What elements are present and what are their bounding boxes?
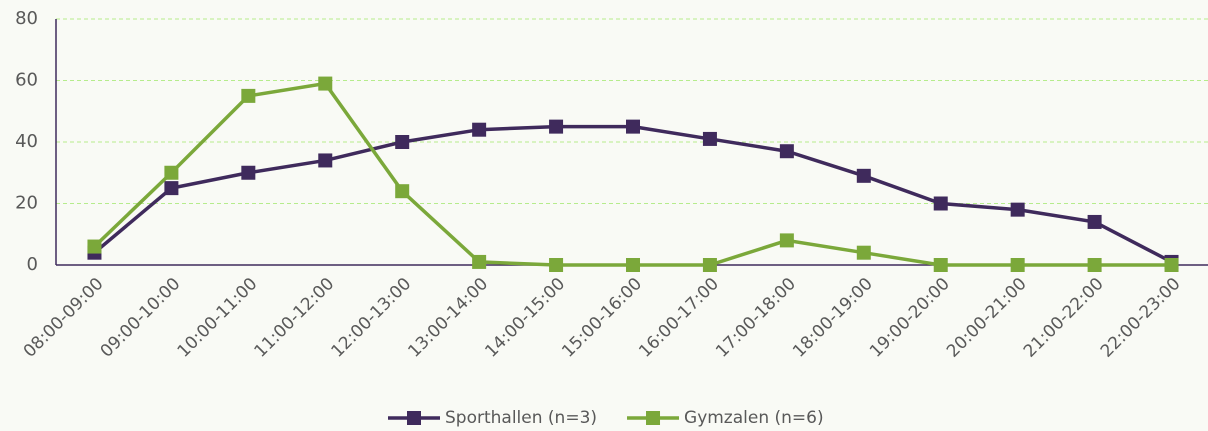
point-marker: [395, 184, 410, 199]
y-tick-label: 40: [15, 131, 38, 152]
point-marker: [87, 239, 102, 254]
point-marker: [241, 165, 256, 180]
x-tick-label: 16:00-17:00: [635, 274, 723, 362]
x-tick-label: 10:00-11:00: [174, 274, 262, 362]
point-marker: [626, 119, 640, 134]
point-marker: [779, 233, 794, 248]
x-tick-label: 09:00-10:00: [97, 274, 185, 362]
point-marker: [702, 131, 717, 146]
point-marker: [164, 181, 179, 196]
point-marker: [1010, 258, 1025, 272]
point-marker: [856, 168, 871, 183]
y-tick-label: 60: [15, 70, 38, 91]
point-marker: [472, 254, 487, 269]
point-marker: [549, 119, 564, 134]
point-marker: [933, 196, 948, 211]
point-marker: [933, 258, 948, 272]
point-marker: [1010, 202, 1025, 217]
x-tick-label: 14:00-15:00: [481, 274, 569, 362]
legend-label: Sporthallen (n=3): [445, 408, 597, 428]
point-marker: [318, 76, 333, 91]
point-marker: [472, 122, 487, 137]
x-tick-label: 08:00-09:00: [20, 274, 108, 362]
y-tick-label: 80: [15, 8, 38, 29]
legend-swatch-marker: [407, 411, 421, 425]
legend-swatch-marker: [646, 411, 661, 425]
x-tick-label: 12:00-13:00: [328, 274, 416, 362]
point-marker: [1164, 258, 1179, 272]
series-line: [93, 124, 1173, 264]
point-marker: [549, 258, 564, 272]
x-tick-label: 22:00-23:00: [1097, 274, 1185, 362]
point-marker: [779, 144, 794, 159]
x-tick-label: 11:00-12:00: [251, 274, 339, 362]
legend-label: Gymzalen (n=6): [684, 408, 824, 428]
y-tick-label: 20: [15, 193, 38, 214]
x-tick-label: 21:00-22:00: [1020, 274, 1108, 362]
series-line: [93, 81, 1172, 267]
x-tick-label: 19:00-20:00: [866, 274, 954, 362]
x-tick-label: 18:00-19:00: [789, 274, 877, 362]
x-tick-label: 17:00-18:00: [712, 274, 800, 362]
point-marker: [702, 258, 717, 272]
point-marker: [856, 245, 871, 260]
x-tick-label: 15:00-16:00: [558, 274, 646, 362]
point-marker: [164, 165, 179, 180]
point-marker: [1087, 258, 1102, 272]
y-tick-label: 0: [27, 254, 38, 275]
x-tick-label: 13:00-14:00: [404, 274, 492, 362]
point-marker: [241, 88, 256, 103]
point-marker: [1087, 214, 1102, 229]
point-marker: [318, 153, 333, 168]
point-marker: [626, 258, 640, 272]
point-marker: [395, 135, 410, 149]
x-tick-label: 20:00-21:00: [943, 274, 1031, 362]
